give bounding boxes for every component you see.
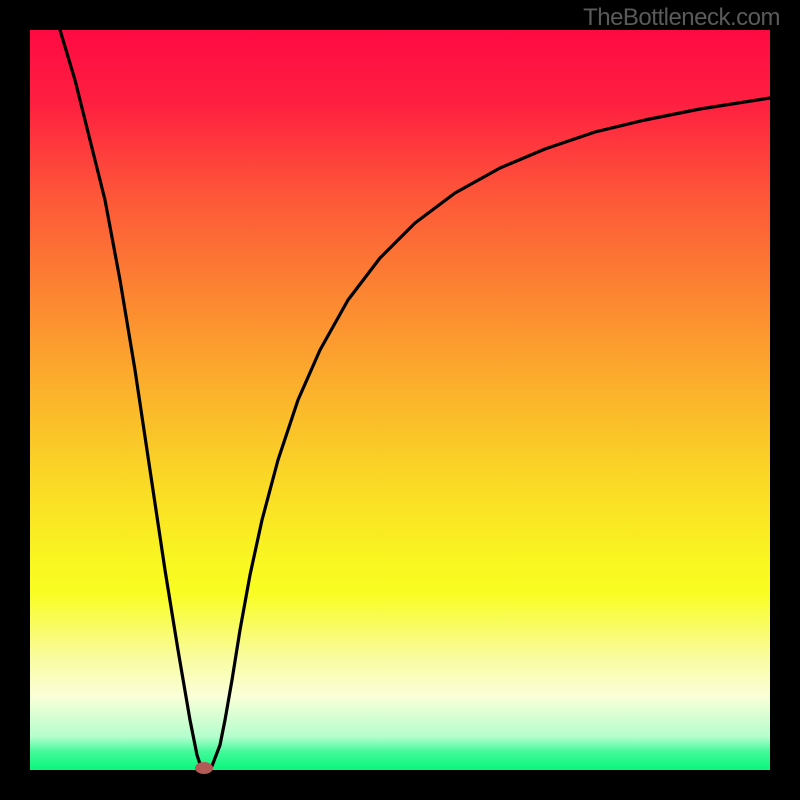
chart-svg: [0, 0, 800, 800]
source-watermark: TheBottleneck.com: [583, 4, 780, 32]
chart-frame: TheBottleneck.com: [0, 0, 800, 800]
optimal-marker: [195, 762, 213, 774]
